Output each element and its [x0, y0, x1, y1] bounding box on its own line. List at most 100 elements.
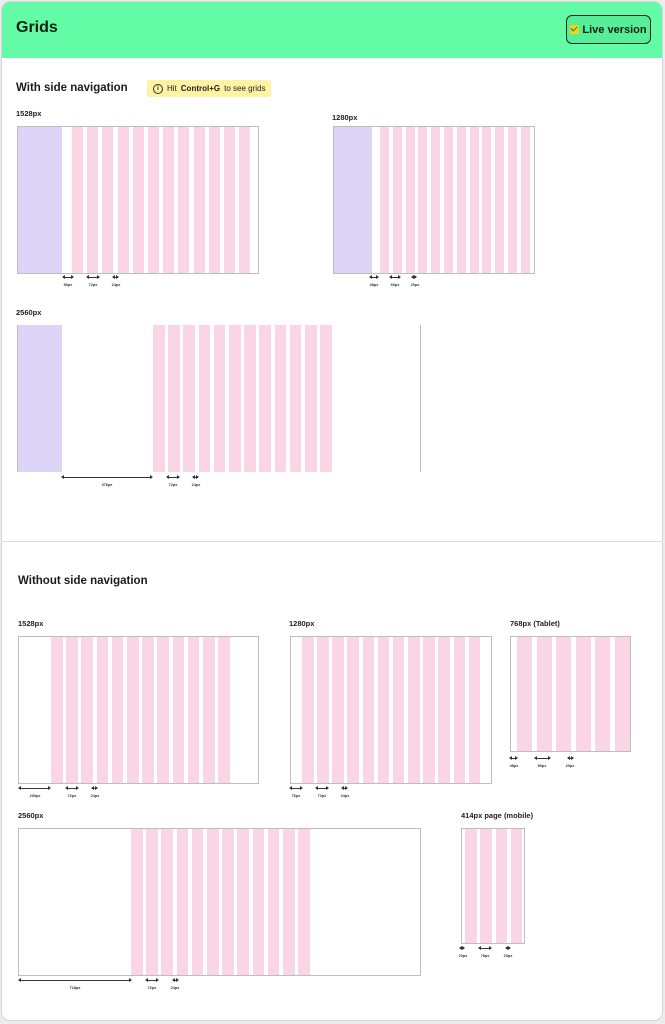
section-title-no-nav: Without side navigation [18, 575, 148, 587]
grid-column [237, 829, 249, 975]
grid-column [332, 637, 344, 783]
grid-column [405, 127, 415, 273]
grid-column [508, 127, 517, 273]
grid-column [87, 127, 99, 273]
grid-column [408, 637, 420, 783]
measure-label: 78px [480, 954, 490, 958]
grid-column [482, 127, 492, 273]
grid-column [453, 637, 465, 783]
measure-label: 80px [63, 283, 73, 287]
grid-column [117, 127, 129, 273]
grid-column [176, 829, 189, 975]
grid-column [252, 829, 265, 975]
grid-hint: i Hit Control+G to see grids [147, 80, 272, 97]
measure-label: 72px [168, 483, 178, 487]
grid-column [198, 325, 211, 472]
gutter-measure [411, 275, 417, 280]
measure-label: 24px [340, 794, 350, 798]
measure-label: 24px [90, 794, 100, 798]
grid-frame [18, 636, 259, 784]
margin-measure [369, 275, 379, 280]
checkbox-icon [570, 25, 580, 34]
gutter-measure [192, 475, 199, 480]
measure-label: 20px [458, 954, 468, 958]
margin-measure [459, 946, 465, 951]
grid-column [392, 637, 405, 783]
grid-column [142, 637, 154, 783]
hint-key: Control+G [180, 84, 221, 93]
live-version-label: Live version [582, 23, 647, 36]
grid-left-edge [17, 325, 18, 472]
column-measure [86, 275, 100, 280]
grid-column [418, 127, 428, 273]
measure-label: 76px [291, 794, 301, 798]
grid-label: 768px (Tablet) [510, 619, 560, 628]
measure-label: 376px [101, 483, 113, 487]
hint-suffix: to see grids [224, 84, 266, 93]
grid-column [362, 637, 375, 783]
grid-column [187, 637, 200, 783]
grid-column [392, 127, 402, 273]
grid-column [517, 637, 532, 751]
grid-column [536, 637, 552, 751]
grid-column [111, 637, 124, 783]
grid-column [480, 829, 492, 943]
grid-frame [18, 828, 421, 976]
column-measure [478, 946, 492, 951]
grid-column [495, 127, 505, 273]
grid-column [161, 829, 173, 975]
grid-column [444, 127, 453, 273]
info-icon: i [153, 83, 163, 94]
measure-label: 96px [537, 764, 547, 768]
margin-measure [509, 756, 518, 761]
column-measure [315, 786, 329, 791]
column-measure [65, 786, 79, 791]
grid-column [317, 637, 329, 783]
grid-column [131, 829, 143, 975]
grid-column [495, 829, 508, 943]
live-version-button[interactable]: Live version [566, 15, 651, 44]
grid-column [380, 127, 389, 273]
grid-column [153, 325, 165, 472]
grid-column [224, 127, 235, 273]
margin-measure [289, 786, 303, 791]
grid-column [213, 325, 226, 472]
grid-label: 414px page (mobile) [461, 811, 534, 820]
grid-label: 1280px [289, 619, 315, 628]
hint-prefix: Hit [167, 84, 177, 93]
grid-column [66, 637, 78, 783]
grid-column [127, 637, 139, 783]
grid-frame [333, 126, 535, 274]
grid-column [244, 325, 256, 472]
grid-column [183, 325, 195, 472]
grid-column [575, 637, 591, 751]
grid-column [96, 637, 109, 783]
grid-column [283, 829, 295, 975]
grid-label: 1528px [18, 619, 44, 628]
grid-frame [290, 636, 492, 784]
margin-measure [61, 475, 153, 480]
grid-column [191, 829, 204, 975]
grid-column [203, 637, 215, 783]
grid-column [302, 637, 314, 783]
measure-label: 718px [69, 986, 81, 990]
grid-frame [17, 126, 259, 274]
grid-column [520, 127, 530, 273]
section-title-side-nav: With side navigation [16, 82, 128, 94]
gutter-measure [341, 786, 348, 791]
measure-label: 60px [390, 283, 400, 287]
grid-label: 2560px [16, 308, 42, 317]
grid-column [305, 325, 317, 472]
grid-column [51, 637, 63, 783]
grid-column [102, 127, 114, 273]
measure-label: 48px [369, 283, 379, 287]
grid-frame [510, 636, 631, 752]
grid-label: 1280px [332, 113, 358, 122]
grid-column [298, 829, 310, 975]
grid-column [81, 637, 93, 783]
measure-label: 20px [503, 954, 513, 958]
grid-column [465, 829, 477, 943]
column-measure [389, 275, 401, 280]
measure-label: 72px [147, 986, 157, 990]
